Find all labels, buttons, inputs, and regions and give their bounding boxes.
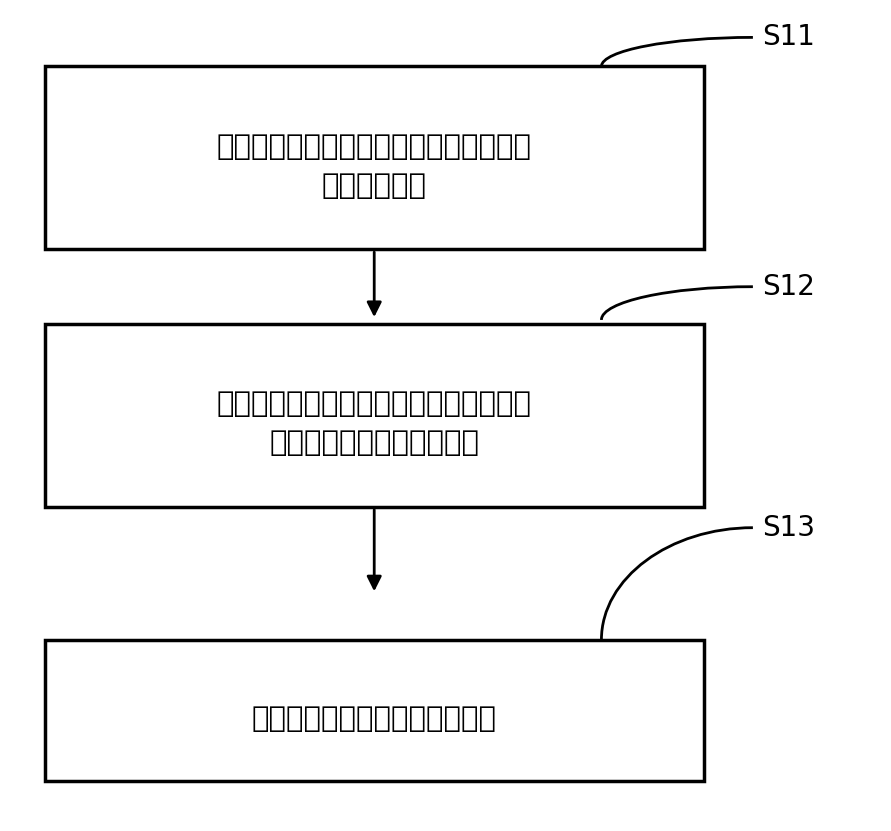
- Bar: [45, 324, 704, 507]
- Text: 执行控制指令，以进行设备控制: 执行控制指令，以进行设备控制: [252, 705, 496, 733]
- Bar: [45, 640, 704, 781]
- Text: 根据功能控制手势和功能控制手势的持续
时长，确定对应的控制指令: 根据功能控制手势和功能控制手势的持续 时长，确定对应的控制指令: [217, 391, 532, 457]
- Text: S12: S12: [762, 273, 814, 301]
- Text: S13: S13: [762, 514, 814, 542]
- Text: S11: S11: [762, 23, 814, 52]
- Bar: [45, 66, 704, 249]
- Text: 识别功能控制手势，以及所述功能控制手
势的持续时长: 识别功能控制手势，以及所述功能控制手 势的持续时长: [217, 133, 532, 199]
